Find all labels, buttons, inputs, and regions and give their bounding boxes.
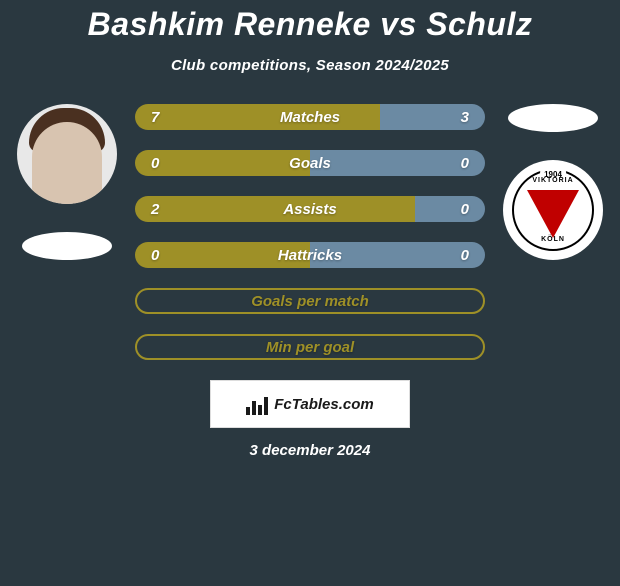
crest-text-top: VIKTORIA [532,177,573,184]
bar-value-right: 3 [461,109,469,126]
crest-text-bottom: KÖLN [541,236,565,243]
bar-label: Matches [280,109,340,126]
bar-label: Goals [289,155,331,172]
stat-bar-goals-per-match: Goals per match [135,288,485,314]
flag-left [22,232,112,260]
bar-value-left: 2 [151,201,159,218]
stat-bar-goals: 0 0 Goals [135,150,485,176]
stat-bar-hattricks: 0 0 Hattricks [135,242,485,268]
bar-value-left: 0 [151,155,159,172]
page-title: Bashkim Renneke vs Schulz [0,6,620,43]
bar-label: Goals per match [251,293,369,310]
flag-right [508,104,598,132]
crest-inner: 1904 VIKTORIA KÖLN [512,169,594,251]
stat-bar-matches: 7 3 Matches [135,104,485,130]
bar-value-right: 0 [461,247,469,264]
player-avatar-left [17,104,117,204]
bars-icon [246,393,268,415]
left-column [12,104,122,260]
content-area: 1904 VIKTORIA KÖLN 7 3 Matches 0 0 Goals 2 0 Ass… [0,104,620,360]
stat-bar-min-per-goal: Min per goal [135,334,485,360]
bar-fill-right [380,104,485,130]
bar-label: Hattricks [278,247,342,264]
bar-fill-left [135,150,310,176]
bar-label: Assists [283,201,336,218]
stat-bar-assists: 2 0 Assists [135,196,485,222]
bar-fill-right [310,150,485,176]
bar-fill-right [415,196,485,222]
right-column: 1904 VIKTORIA KÖLN [498,104,608,260]
footer-badge: FcTables.com [210,380,410,428]
bar-fill-left [135,104,380,130]
bar-label: Min per goal [266,339,354,356]
club-crest-right: 1904 VIKTORIA KÖLN [503,160,603,260]
subtitle: Club competitions, Season 2024/2025 [0,57,620,74]
crest-v-icon [527,190,579,238]
avatar-face [32,122,102,204]
bar-value-left: 0 [151,247,159,264]
bar-fill-left [135,196,415,222]
bar-value-right: 0 [461,201,469,218]
footer-label: FcTables.com [274,396,373,413]
date-label: 3 december 2024 [0,442,620,459]
bars-container: 7 3 Matches 0 0 Goals 2 0 Assists 0 0 Hattricks Goal… [135,104,485,360]
bar-value-left: 7 [151,109,159,126]
bar-value-right: 0 [461,155,469,172]
